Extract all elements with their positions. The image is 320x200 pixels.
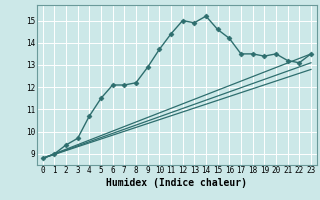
X-axis label: Humidex (Indice chaleur): Humidex (Indice chaleur) bbox=[106, 178, 247, 188]
